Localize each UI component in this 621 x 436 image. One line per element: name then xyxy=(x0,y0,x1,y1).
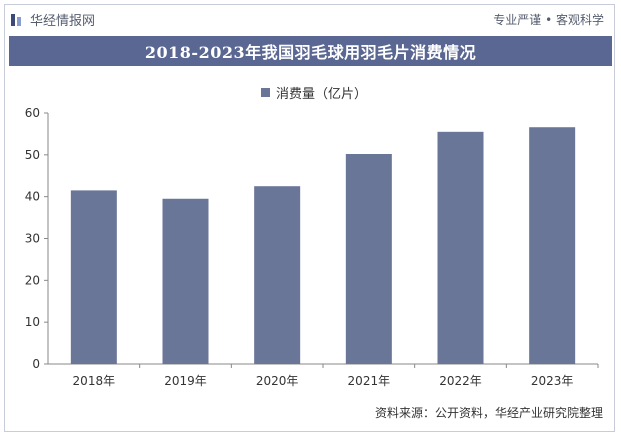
logo-text: 华经情报网 xyxy=(30,14,96,29)
legend-swatch xyxy=(261,88,270,97)
chart-title: 2018-2023年我国羽毛球用羽毛片消费情况 xyxy=(144,43,477,62)
bar xyxy=(345,153,392,364)
y-tick-label: 20 xyxy=(25,273,40,287)
x-tick-label: 2023年 xyxy=(531,374,574,388)
title-bar: 2018-2023年我国羽毛球用羽毛片消费情况 xyxy=(9,36,612,66)
legend: 消费量（亿片） xyxy=(261,83,367,102)
bar xyxy=(254,186,301,364)
y-tick-label: 10 xyxy=(25,315,40,329)
x-tick-label: 2019年 xyxy=(164,374,207,388)
bar xyxy=(70,190,117,364)
slogan: 专业严谨 • 客观科学 xyxy=(493,13,604,27)
bar xyxy=(162,198,209,364)
bar xyxy=(529,127,576,365)
x-tick-label: 2021年 xyxy=(348,374,391,388)
y-tick-label: 0 xyxy=(32,357,40,371)
y-tick-label: 50 xyxy=(25,148,40,162)
bar xyxy=(437,131,484,364)
logo: 华经情报网 xyxy=(10,10,95,29)
y-tick-label: 40 xyxy=(25,190,40,204)
legend-label: 消费量（亿片） xyxy=(276,87,368,102)
x-tick-label: 2020年 xyxy=(256,374,299,388)
y-tick-label: 60 xyxy=(25,106,40,120)
top-bar: 华经情报网 专业严谨 • 客观科学 xyxy=(10,8,610,32)
x-tick-label: 2018年 xyxy=(73,374,116,388)
y-tick-label: 30 xyxy=(25,232,40,246)
logo-icon xyxy=(10,13,24,27)
source-note: 资料来源：公开资料，华经产业研究院整理 xyxy=(374,406,603,420)
x-tick-label: 2022年 xyxy=(439,374,482,388)
